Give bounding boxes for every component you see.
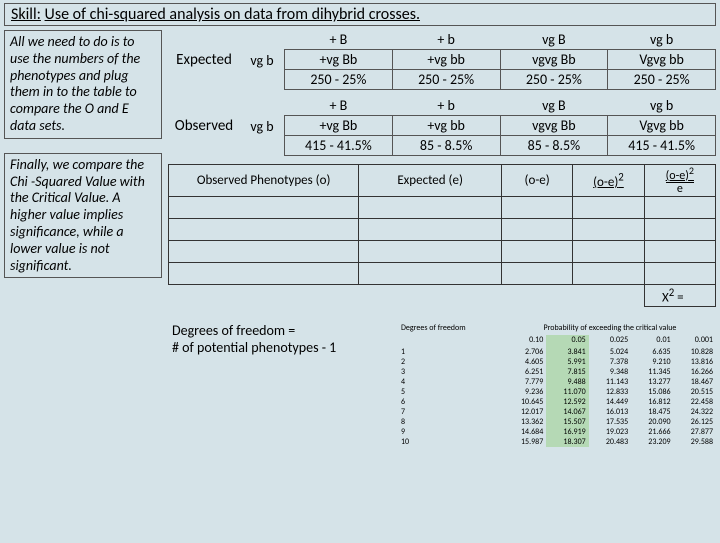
expected-punnett: Expected vg b + B + b vg B vg b +vg Bb +… (168, 30, 716, 90)
expected-table: + B + b vg B vg b +vg Bb +vg bb vgvg Bb … (284, 30, 716, 90)
exp-r2-1: 250 - 25% (392, 70, 500, 90)
title-prefix: Skill: (11, 5, 41, 24)
expected-label: Expected (168, 51, 240, 69)
exp-r2-2: 250 - 25% (500, 70, 608, 90)
expected-rowhead: vg b (244, 52, 280, 69)
chi-hdr-o: Observed Phenotypes (o) (169, 165, 359, 197)
obs-r2-0: 415 - 41.5% (285, 136, 393, 156)
obs-r1-1: +vg bb (392, 116, 500, 136)
observed-rowhead: vg b (244, 118, 280, 135)
chi-hdr-e: Expected (e) (359, 165, 502, 197)
obs-r2-1: 85 - 8.5% (392, 136, 500, 156)
obs-col-0: + B (285, 96, 393, 116)
chi-squared-table: Observed Phenotypes (o) Expected (e) (o-… (168, 164, 716, 307)
chi-hdr-oe2e: (o-e)2e (644, 165, 715, 197)
obs-r1-3: Vgvg bb (608, 116, 716, 136)
exp-col-1: + b (392, 30, 500, 50)
title-bar: Skill: Use of chi-squared analysis on da… (4, 3, 716, 26)
left-column: All we need to do is to use the numbers … (4, 30, 162, 447)
exp-col-2: vg B (500, 30, 608, 50)
dof-line2: # of potential phenotypes - 1 (172, 340, 388, 357)
chi-hdr-oe2: (o-e)2 (573, 165, 644, 197)
title-text: Use of chi-squared analysis on data from… (45, 5, 420, 24)
crit-head-left: Degrees of freedom (398, 323, 504, 335)
dof-text: Degrees of freedom = # of potential phen… (168, 323, 388, 357)
exp-r1-3: Vgvg bb (608, 50, 716, 70)
exp-r1-1: +vg bb (392, 50, 500, 70)
chi-hdr-oe: (o-e) (501, 165, 572, 197)
content-area: All we need to do is to use the numbers … (0, 30, 720, 447)
exp-r2-0: 250 - 25% (285, 70, 393, 90)
dof-row: Degrees of freedom = # of potential phen… (168, 323, 716, 447)
obs-col-2: vg B (500, 96, 608, 116)
observed-table: + B + b vg B vg b +vg Bb +vg bb vgvg Bb … (284, 96, 716, 156)
obs-r1-2: vgvg Bb (500, 116, 608, 136)
obs-r2-3: 415 - 41.5% (608, 136, 716, 156)
exp-r1-0: +vg Bb (285, 50, 393, 70)
note-1: All we need to do is to use the numbers … (4, 30, 162, 139)
obs-r1-0: +vg Bb (285, 116, 393, 136)
exp-r2-3: 250 - 25% (608, 70, 716, 90)
exp-r1-2: vgvg Bb (500, 50, 608, 70)
exp-col-3: vg b (608, 30, 716, 50)
observed-punnett: Observed vg b + B + b vg B vg b +vg Bb +… (168, 96, 716, 156)
observed-label: Observed (168, 117, 240, 135)
obs-col-1: + b (392, 96, 500, 116)
chi-x2-cell: X2 = (644, 285, 715, 307)
note-2: Finally, we compare the Chi -Squared Val… (4, 153, 162, 279)
crit-head-right: Probability of exceeding the critical va… (504, 323, 716, 335)
right-column: Expected vg b + B + b vg B vg b +vg Bb +… (168, 30, 716, 447)
obs-col-3: vg b (608, 96, 716, 116)
exp-col-0: + B (285, 30, 393, 50)
obs-r2-2: 85 - 8.5% (500, 136, 608, 156)
dof-line1: Degrees of freedom = (172, 323, 388, 340)
critical-value-table: Degrees of freedom Probability of exceed… (398, 323, 716, 447)
